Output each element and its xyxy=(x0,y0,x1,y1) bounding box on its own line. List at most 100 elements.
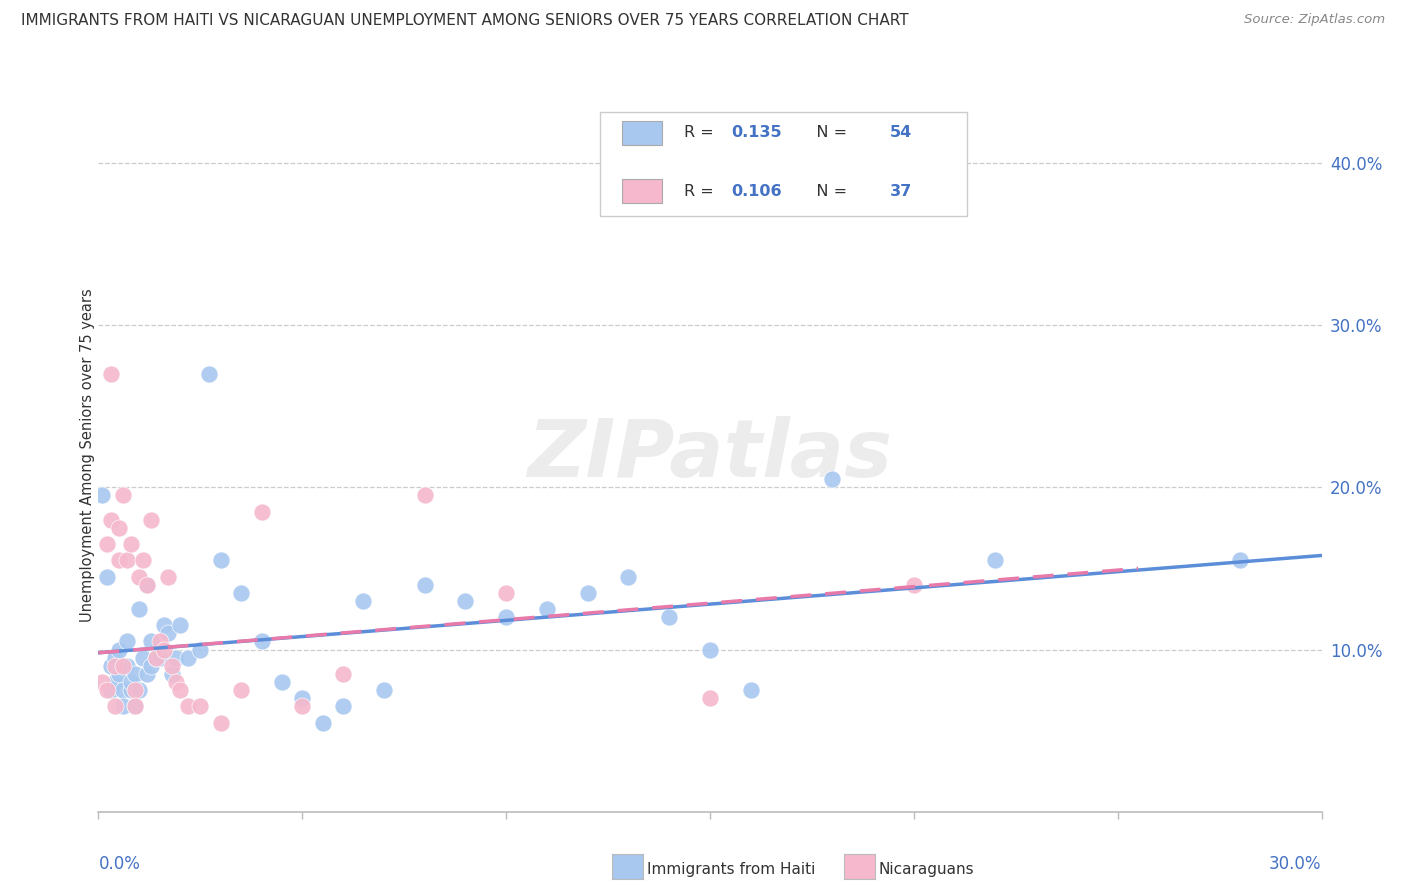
Point xyxy=(91,675,114,690)
Text: Nicaraguans: Nicaraguans xyxy=(879,863,974,877)
Point xyxy=(156,569,179,583)
Point xyxy=(373,683,395,698)
Point xyxy=(136,666,159,681)
Point xyxy=(152,618,174,632)
Point xyxy=(413,577,436,591)
Text: 0.0%: 0.0% xyxy=(98,855,141,872)
Point xyxy=(699,642,721,657)
Text: 0.135: 0.135 xyxy=(731,125,782,140)
Point xyxy=(120,675,142,690)
Text: 30.0%: 30.0% xyxy=(1270,855,1322,872)
Point xyxy=(108,521,131,535)
Point xyxy=(821,472,844,486)
Point xyxy=(188,642,212,657)
FancyBboxPatch shape xyxy=(621,179,662,203)
Y-axis label: Unemployment Among Seniors over 75 years: Unemployment Among Seniors over 75 years xyxy=(80,288,94,622)
Point xyxy=(120,537,142,551)
Point xyxy=(145,650,167,665)
Point xyxy=(104,658,127,673)
Point xyxy=(332,699,354,714)
Point xyxy=(141,513,163,527)
Point xyxy=(132,650,155,665)
Point xyxy=(124,699,146,714)
Point xyxy=(169,683,191,698)
Point xyxy=(141,658,163,673)
Point xyxy=(145,650,167,665)
Point xyxy=(177,650,200,665)
Point xyxy=(141,634,163,648)
Point xyxy=(132,553,155,567)
Point xyxy=(111,488,134,502)
Point xyxy=(108,666,131,681)
Point xyxy=(291,691,314,706)
Point xyxy=(209,715,232,730)
Point xyxy=(136,577,159,591)
Point xyxy=(250,505,273,519)
Point xyxy=(495,586,517,600)
Point xyxy=(149,634,172,648)
FancyBboxPatch shape xyxy=(621,121,662,145)
Point xyxy=(699,691,721,706)
Point xyxy=(149,650,172,665)
Text: R =: R = xyxy=(685,184,720,199)
Point xyxy=(128,683,150,698)
Point xyxy=(165,675,187,690)
Point xyxy=(165,650,187,665)
Point xyxy=(91,488,114,502)
Point xyxy=(111,658,134,673)
Text: ZIPatlas: ZIPatlas xyxy=(527,416,893,494)
Point xyxy=(128,569,150,583)
Point xyxy=(177,699,200,714)
Point xyxy=(115,634,138,648)
Point xyxy=(984,553,1007,567)
Point xyxy=(104,650,127,665)
Point xyxy=(124,666,146,681)
Point xyxy=(454,594,477,608)
Point xyxy=(352,594,374,608)
Text: N =: N = xyxy=(800,184,852,199)
Point xyxy=(740,683,762,698)
Point xyxy=(100,683,122,698)
Point xyxy=(111,699,134,714)
Point xyxy=(96,537,118,551)
Point xyxy=(124,683,146,698)
Point xyxy=(100,367,122,381)
Point xyxy=(270,675,294,690)
Point xyxy=(160,666,183,681)
Point xyxy=(903,577,925,591)
Point xyxy=(160,658,183,673)
FancyBboxPatch shape xyxy=(600,112,967,216)
Point xyxy=(209,553,232,567)
Point xyxy=(188,699,212,714)
Point xyxy=(413,488,436,502)
Text: 54: 54 xyxy=(890,125,912,140)
Point xyxy=(169,618,191,632)
Point xyxy=(136,577,159,591)
Point xyxy=(197,367,219,381)
Point xyxy=(576,586,599,600)
Point xyxy=(152,642,174,657)
Point xyxy=(108,642,131,657)
Point xyxy=(124,699,146,714)
Point xyxy=(495,610,517,624)
Point xyxy=(111,683,134,698)
Text: 0.106: 0.106 xyxy=(731,184,782,199)
Text: Immigrants from Haiti: Immigrants from Haiti xyxy=(647,863,815,877)
Point xyxy=(100,513,122,527)
Point xyxy=(115,553,138,567)
Point xyxy=(658,610,681,624)
Text: 37: 37 xyxy=(890,184,912,199)
Point xyxy=(156,626,179,640)
Point xyxy=(250,634,273,648)
Point xyxy=(536,602,558,616)
Text: N =: N = xyxy=(800,125,852,140)
Point xyxy=(96,569,118,583)
Point xyxy=(128,602,150,616)
Point xyxy=(617,569,640,583)
Point xyxy=(312,715,335,730)
Point xyxy=(108,553,131,567)
Text: Source: ZipAtlas.com: Source: ZipAtlas.com xyxy=(1244,13,1385,27)
Point xyxy=(100,658,122,673)
Point xyxy=(231,586,253,600)
Point xyxy=(104,675,127,690)
